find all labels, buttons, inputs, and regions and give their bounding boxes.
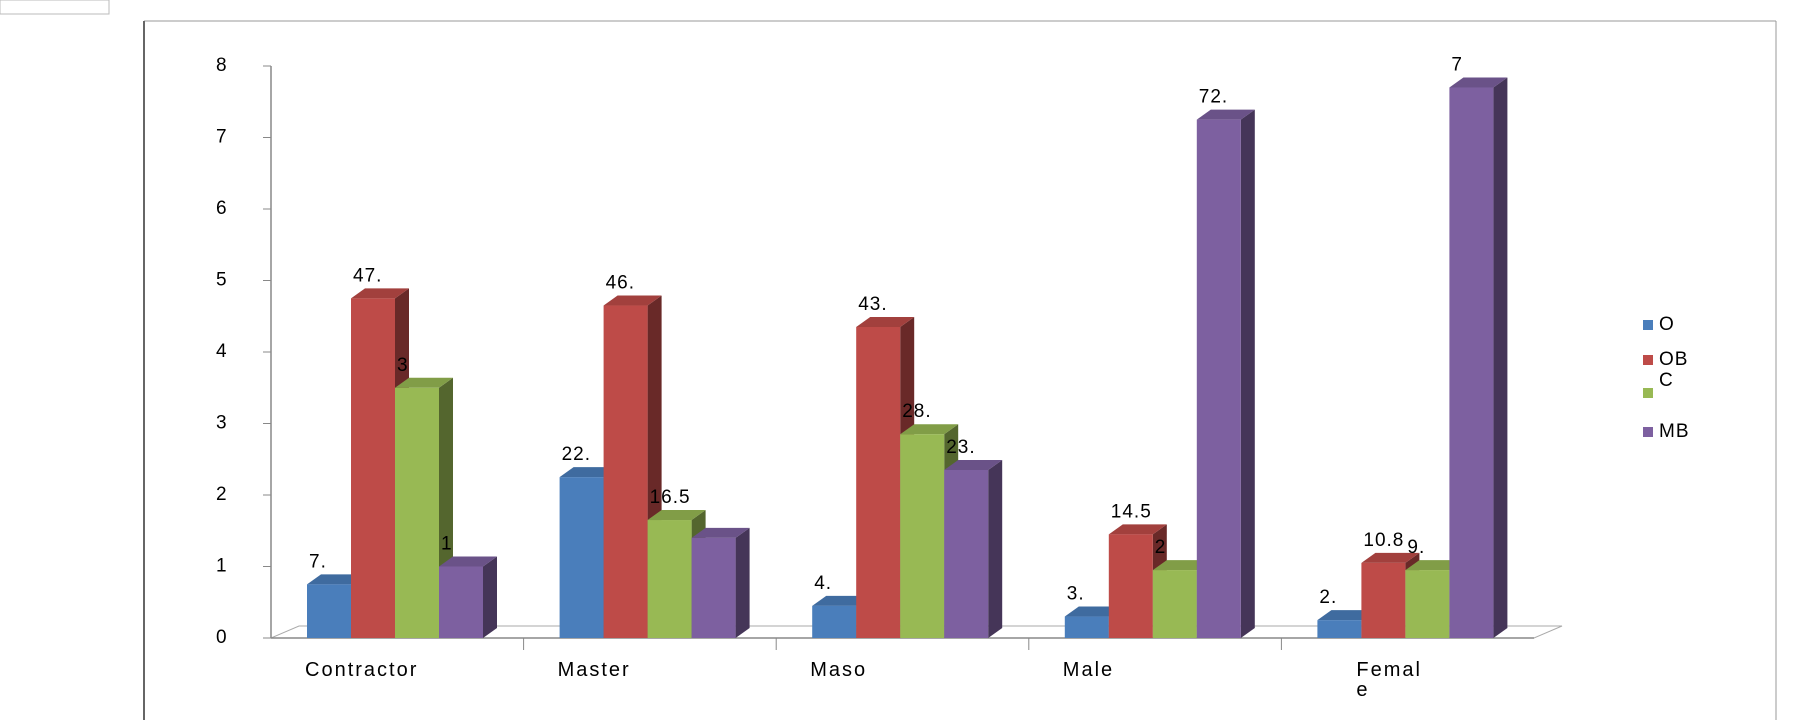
bar-front	[559, 477, 604, 638]
bar-front	[1449, 87, 1494, 638]
value-label: 16.5	[650, 487, 691, 508]
bar-front	[900, 434, 945, 638]
bar	[439, 556, 497, 638]
legend-label: O	[1659, 314, 1675, 335]
bar-front	[307, 584, 351, 638]
legend-swatch	[1643, 388, 1653, 398]
bar-side	[1493, 77, 1508, 638]
bar-front	[691, 537, 736, 638]
bar-front	[856, 326, 901, 638]
bar-front	[351, 298, 395, 638]
bar-side	[1240, 109, 1255, 638]
value-label: 2	[1155, 537, 1167, 558]
y-tick-label: 5	[216, 270, 228, 291]
bar-top	[559, 467, 618, 478]
bar	[1449, 77, 1508, 638]
legend-swatch	[1643, 320, 1653, 330]
bar-front	[1405, 570, 1450, 638]
value-label: 3	[397, 355, 409, 376]
x-tick-label: Contractor	[305, 659, 419, 681]
bar-top	[307, 574, 365, 585]
value-label: 7.	[309, 551, 327, 572]
bar-top	[1449, 77, 1508, 88]
bar-top	[1152, 560, 1211, 571]
legend-label: C	[1659, 370, 1674, 391]
bar-top	[1405, 560, 1464, 571]
bar-top	[395, 377, 453, 388]
bar-top	[944, 459, 1003, 470]
bar-front	[1152, 570, 1197, 638]
value-label: 14.5	[1111, 501, 1152, 522]
bar	[1064, 606, 1123, 638]
value-label: 43.	[858, 294, 887, 315]
value-label: 1	[441, 534, 453, 555]
value-label: 4.	[814, 573, 832, 594]
bar-top	[812, 595, 871, 606]
bar-top	[603, 295, 662, 306]
bar-front	[1196, 119, 1241, 638]
bar-front	[603, 305, 648, 638]
bar-top	[351, 288, 409, 299]
value-label: 22.	[562, 444, 591, 465]
corner-box	[0, 0, 110, 15]
bar-top	[1196, 109, 1255, 120]
bar-top	[1108, 524, 1167, 535]
value-label: 72.	[1199, 87, 1228, 108]
bar-side	[735, 527, 750, 638]
legend-swatch	[1643, 355, 1653, 365]
bar	[944, 459, 1003, 638]
bar-top	[1317, 610, 1376, 621]
bar-top	[900, 424, 959, 435]
y-tick-label: 6	[216, 198, 228, 219]
bar-front	[647, 520, 692, 638]
value-label: 10.8	[1363, 530, 1404, 551]
bar-side	[988, 459, 1003, 638]
bar-top	[856, 316, 915, 327]
bar-top	[1361, 552, 1420, 563]
bar-front	[812, 605, 857, 638]
y-tick-label: 2	[216, 484, 228, 505]
x-tick-label: Maso	[810, 659, 868, 681]
bar-top	[647, 510, 706, 521]
x-tick-label: Master	[557, 659, 631, 681]
value-label: 9.	[1407, 537, 1425, 558]
bar-front	[944, 469, 989, 638]
y-tick-label: 8	[216, 55, 228, 76]
x-tick-label: Male	[1062, 659, 1115, 681]
bar-front	[1361, 562, 1406, 638]
value-label: 3.	[1067, 584, 1085, 605]
bar	[1196, 109, 1255, 638]
legend-label: OB	[1659, 349, 1688, 370]
value-label: 28.	[902, 401, 931, 422]
bar-top	[439, 556, 497, 567]
y-tick-label: 7	[216, 127, 228, 148]
y-tick-label: 3	[216, 413, 228, 434]
bar	[691, 527, 750, 638]
value-label: 46.	[606, 273, 635, 294]
bar-side	[483, 556, 497, 638]
y-tick-label: 4	[216, 341, 228, 362]
bar-front	[1317, 620, 1362, 638]
bar-top	[1064, 606, 1123, 617]
value-label: 7	[1451, 54, 1463, 75]
y-tick-label: 0	[216, 627, 228, 648]
bar-front	[1064, 616, 1109, 638]
value-label: 23.	[946, 437, 975, 458]
legend-label: MB	[1659, 421, 1690, 442]
legend-swatch	[1643, 427, 1653, 437]
value-label: 2.	[1319, 587, 1337, 608]
bar-top	[691, 527, 750, 538]
bar-front	[439, 566, 483, 638]
value-label: 47.	[353, 265, 382, 286]
y-tick-label: 1	[216, 556, 228, 577]
bar-front	[395, 387, 439, 638]
bar-front	[1108, 534, 1153, 638]
x-tick-label: Femal e	[1356, 659, 1422, 701]
